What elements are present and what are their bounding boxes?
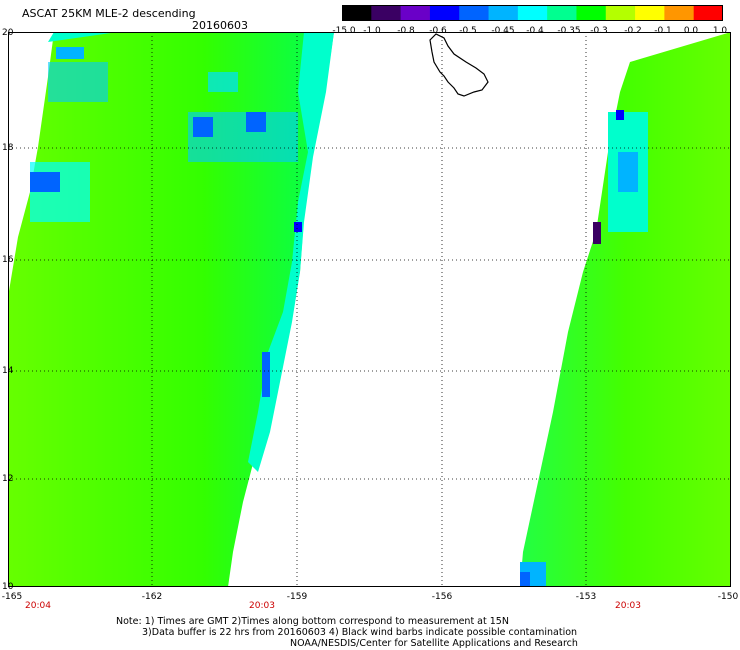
map-date: 20160603 <box>192 19 248 32</box>
colorbar-label: -0.45 <box>491 26 515 36</box>
left-swath-patch <box>294 222 302 232</box>
island-coastline <box>429 33 489 97</box>
right-swath-patch <box>593 222 601 244</box>
left-swath-patch <box>246 112 266 132</box>
left-swath-patch <box>48 62 108 102</box>
colorbar-label: 1.0 <box>712 26 728 36</box>
left-swath-patch <box>262 352 270 397</box>
colorbar-segment <box>488 5 519 21</box>
colorbar-segment <box>635 5 665 21</box>
lat-label: 20 <box>2 28 14 38</box>
lon-label: -153 <box>575 592 597 602</box>
colorbar-segment <box>605 5 636 21</box>
colorbar-frame <box>342 5 723 21</box>
colorbar-segment <box>371 5 402 21</box>
lat-label: 18 <box>2 143 14 153</box>
colorbar-segment <box>429 5 460 21</box>
right-swath-patch <box>520 572 530 587</box>
lon-label: -159 <box>286 592 308 602</box>
left-swath-cyan <box>48 32 334 472</box>
note-line: 3)Data buffer is 22 hrs from 20160603 4)… <box>142 627 578 638</box>
colorbar-segment <box>342 5 372 21</box>
left-swath-patch <box>56 47 84 59</box>
map-gridlines <box>8 32 731 587</box>
colorbar-label: -0.3 <box>590 26 608 36</box>
colorbar-label: -0.4 <box>526 26 544 36</box>
colorbar-label: -0.5 <box>459 26 477 36</box>
colorbar-label: -15.0 <box>332 26 356 36</box>
right-swath <box>520 32 731 587</box>
wind-map <box>8 32 731 587</box>
lon-label: -162 <box>141 592 163 602</box>
colorbar-label: 0.0 <box>683 26 699 36</box>
colorbar <box>342 5 723 21</box>
colorbar-segment <box>547 5 577 21</box>
map-frame <box>8 32 731 587</box>
lat-label: 16 <box>2 255 14 265</box>
right-swath-patch <box>616 110 624 120</box>
colorbar-segment <box>459 5 490 21</box>
lat-label: 12 <box>2 474 14 484</box>
time-label: 20:04 <box>25 601 51 611</box>
time-label: 20:03 <box>615 601 641 611</box>
colorbar-label: -0.2 <box>624 26 642 36</box>
lon-label: -150 <box>717 592 739 602</box>
colorbar-segment <box>576 5 607 21</box>
colorbar-label: -0.35 <box>557 26 581 36</box>
colorbar-label: -1.0 <box>363 26 381 36</box>
colorbar-segment <box>693 5 723 21</box>
map-title: ASCAT 25KM MLE-2 descending <box>22 7 196 20</box>
lat-label: 10 <box>2 582 14 592</box>
right-swath-patch <box>618 152 638 192</box>
note-line: NOAA/NESDIS/Center for Satellite Applica… <box>290 638 578 649</box>
colorbar-segment <box>664 5 695 21</box>
note-line: Note: 1) Times are GMT 2)Times along bot… <box>116 616 509 627</box>
colorbar-segment <box>517 5 548 21</box>
lon-label: -156 <box>431 592 453 602</box>
time-label: 20:03 <box>249 601 275 611</box>
colorbar-label: -0.6 <box>429 26 447 36</box>
colorbar-label: -0.1 <box>654 26 672 36</box>
lon-label: -165 <box>1 592 23 602</box>
colorbar-label: -0.8 <box>397 26 415 36</box>
left-swath-patch <box>30 172 60 192</box>
colorbar-segment <box>400 5 431 21</box>
lat-label: 14 <box>2 366 14 376</box>
left-swath-patch <box>193 117 213 137</box>
left-swath-patch <box>208 72 238 92</box>
